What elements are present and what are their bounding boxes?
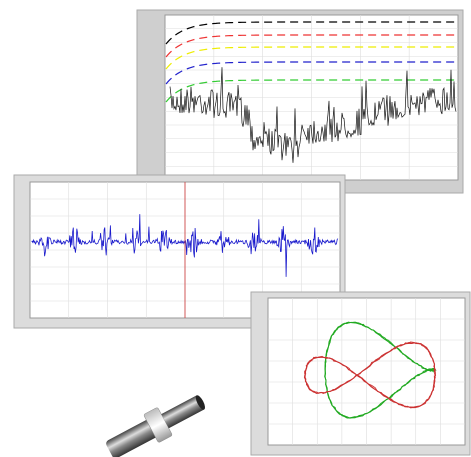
threshold-curve	[165, 61, 456, 85]
spectrum-trace	[169, 67, 457, 163]
threshold-curve	[165, 34, 456, 58]
orbit-panel	[250, 291, 471, 456]
orbit-trace	[303, 342, 437, 408]
threshold-curve	[165, 79, 456, 103]
threshold-curve	[165, 46, 456, 70]
spectrum-panel	[136, 9, 464, 194]
threshold-curve	[165, 21, 456, 45]
sensor-image	[106, 395, 205, 457]
orbit-trace	[324, 321, 436, 419]
